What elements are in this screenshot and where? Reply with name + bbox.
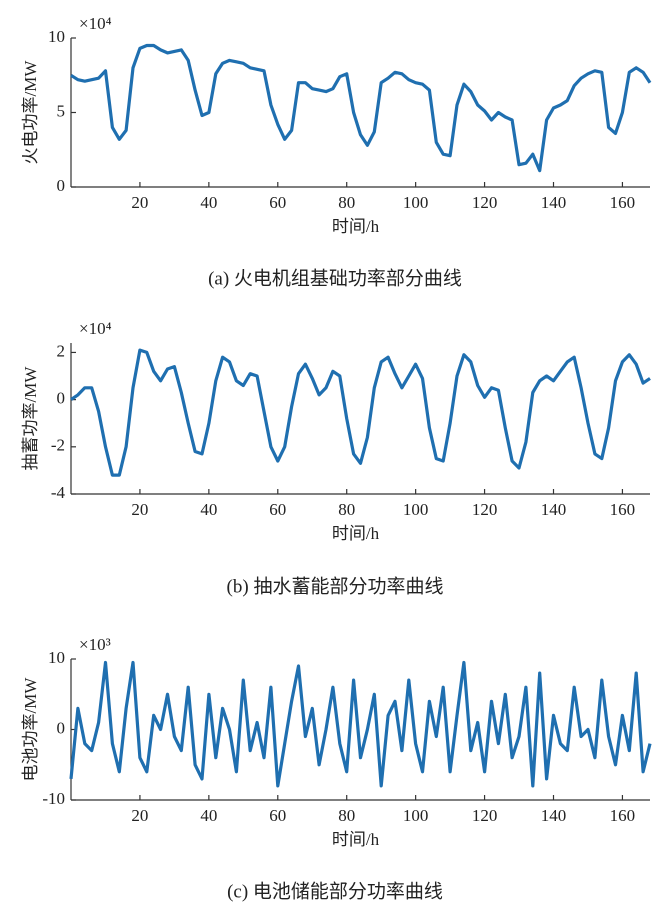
y-tick-label: -2 [51, 436, 65, 455]
y-tick-label: -4 [51, 483, 66, 502]
series-line [70, 348, 651, 477]
x-tick-label: 20 [131, 193, 148, 212]
x-tick-label: 80 [338, 806, 355, 825]
series-line [70, 43, 652, 173]
x-tick-label: 40 [200, 500, 217, 519]
y-axis-label: 电池功率/MW [21, 677, 40, 782]
x-tick-label: 120 [472, 500, 498, 519]
x-tick-label: 100 [403, 500, 429, 519]
x-tick-label: 120 [472, 193, 498, 212]
x-tick-label: 80 [338, 193, 355, 212]
x-tick-label: 40 [200, 806, 217, 825]
multiplier: ×10⁴ [79, 14, 112, 33]
caption: (a) 火电机组基础功率部分曲线 [208, 267, 462, 289]
y-tick-label: 10 [48, 648, 65, 667]
y-tick-label: 0 [57, 718, 66, 737]
x-axis-label: 时间/h [332, 217, 380, 236]
y-axis-label: 抽蓄功率/MW [21, 366, 40, 471]
x-tick-label: 40 [200, 193, 217, 212]
x-tick-label: 20 [131, 500, 148, 519]
x-tick-label: 60 [269, 193, 286, 212]
y-tick-label: 0 [57, 176, 66, 195]
y-tick-label: 0 [57, 389, 66, 408]
x-tick-label: 60 [269, 500, 286, 519]
x-tick-label: 120 [472, 806, 498, 825]
caption: (b) 抽水蓄能部分功率曲线 [227, 575, 444, 597]
y-tick-label: 5 [57, 101, 66, 120]
x-axis-label: 时间/h [332, 830, 380, 849]
x-tick-label: 100 [403, 806, 429, 825]
x-tick-label: 80 [338, 500, 355, 519]
y-axis-label: 火电功率/MW [21, 60, 40, 165]
y-tick-label: -10 [42, 789, 65, 808]
x-tick-label: 20 [131, 806, 148, 825]
x-tick-label: 140 [541, 806, 567, 825]
y-tick-label: 10 [48, 27, 65, 46]
x-tick-label: 160 [610, 193, 636, 212]
multiplier: ×10⁴ [79, 319, 112, 338]
x-tick-label: 140 [541, 500, 567, 519]
y-tick-label: 2 [57, 341, 66, 360]
x-tick-label: 140 [541, 193, 567, 212]
x-tick-label: 160 [610, 500, 636, 519]
x-tick-label: 100 [403, 193, 429, 212]
multiplier: ×10³ [79, 635, 111, 654]
caption: (c) 电池储能部分功率曲线 [227, 880, 443, 902]
x-tick-label: 60 [269, 806, 286, 825]
x-axis-label: 时间/h [332, 524, 380, 543]
x-tick-label: 160 [610, 806, 636, 825]
series-line [69, 660, 652, 788]
